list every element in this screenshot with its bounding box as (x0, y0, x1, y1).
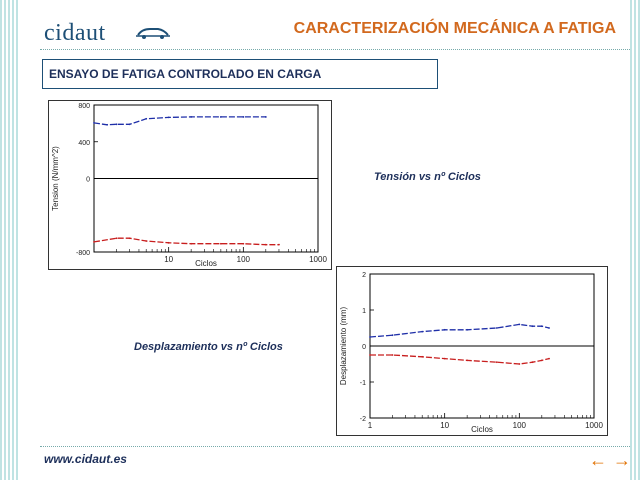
car-logo-icon (136, 28, 170, 39)
x-tick-label: 1 (368, 421, 373, 430)
header-divider (40, 49, 630, 50)
y-tick-label: 1 (362, 308, 366, 315)
data-point (190, 242, 193, 245)
chart-frame (336, 266, 608, 436)
section-subtitle: ENSAYO DE FATIGA CONTROLADO EN CARGA (49, 67, 322, 81)
data-point (93, 240, 95, 243)
data-point (540, 359, 543, 362)
data-point (242, 116, 245, 118)
data-point (466, 359, 469, 362)
tension-chart-caption: Tensión vs nº Ciclos (374, 171, 481, 183)
data-point (518, 323, 521, 326)
data-point (495, 361, 498, 364)
data-point (115, 237, 118, 240)
footer-divider (40, 446, 630, 447)
data-point (264, 243, 267, 246)
y-tick-label: -800 (76, 250, 90, 257)
data-point (421, 355, 424, 358)
x-axis-label: Ciclos (471, 425, 493, 434)
data-point (495, 327, 498, 329)
data-point (466, 328, 469, 331)
y-tick-label: 0 (86, 177, 90, 184)
data-point (128, 123, 131, 126)
series-line-1 (369, 323, 550, 338)
data-point (190, 116, 193, 118)
data-point (421, 330, 424, 333)
arrow-left-icon[interactable]: ← (589, 450, 607, 470)
data-point (93, 122, 95, 124)
data-point (167, 241, 170, 244)
section-subtitle-box: ENSAYO DE FATIGA CONTROLADO EN CARGA (42, 59, 438, 89)
data-point (128, 237, 131, 240)
data-point (540, 325, 543, 328)
displacement-chart-caption: Desplazamiento vs nº Ciclos (134, 341, 283, 353)
y-tick-label: -2 (360, 416, 366, 423)
right-decorative-stripes (630, 0, 640, 480)
data-point (548, 327, 550, 329)
data-point (369, 336, 371, 338)
footer: www.cidaut.es ← → (20, 446, 631, 480)
x-tick-label: 1000 (585, 421, 603, 430)
data-point (219, 116, 222, 118)
data-point (115, 123, 118, 126)
series-line-2 (370, 354, 550, 365)
data-point (531, 361, 534, 364)
y-axis-label: Desplazamiento (mm) (339, 307, 348, 386)
page-title: CARACTERIZACIÓN MECÁNICA A FATIGA (293, 20, 616, 37)
y-tick-label: 800 (78, 103, 90, 110)
series-line-1 (93, 116, 266, 126)
data-point (518, 363, 521, 365)
data-point (278, 243, 280, 246)
x-tick-label: 10 (164, 255, 173, 264)
data-point (167, 116, 170, 119)
data-point (145, 117, 148, 120)
y-axis-label: Tension (N/mm^2) (51, 146, 60, 211)
data-point (548, 357, 550, 360)
data-point (106, 123, 109, 126)
data-point (531, 325, 534, 328)
data-point (391, 334, 394, 337)
y-tick-label: -1 (360, 380, 366, 387)
data-point (391, 354, 394, 356)
y-tick-label: 400 (78, 140, 90, 147)
left-decorative-stripes (0, 0, 20, 480)
x-tick-label: 100 (513, 421, 527, 430)
x-tick-label: 10 (440, 421, 449, 430)
data-point (145, 240, 148, 242)
tension-vs-cycles-chart: 10 100 1000 800 400 0 -800 Ciclos Tension (N/mm^… (48, 100, 332, 270)
data-point (242, 242, 245, 245)
brand-logo: cidaut (44, 20, 106, 46)
series-line-2 (93, 237, 279, 246)
data-point (219, 242, 222, 245)
data-point (443, 357, 446, 360)
y-tick-label: 0 (362, 344, 366, 351)
data-point (369, 354, 371, 356)
data-point (443, 328, 446, 331)
header: cidaut CARACTERIZACIÓN MECÁNICA A FATIGA (20, 0, 630, 52)
data-point (264, 116, 267, 118)
x-axis-label: Ciclos (195, 259, 217, 268)
x-tick-label: 100 (237, 255, 251, 264)
x-tick-label: 1000 (309, 255, 327, 264)
arrow-right-icon[interactable]: → (613, 450, 631, 470)
y-tick-label: 2 (362, 272, 366, 279)
website-link[interactable]: www.cidaut.es (44, 452, 127, 466)
